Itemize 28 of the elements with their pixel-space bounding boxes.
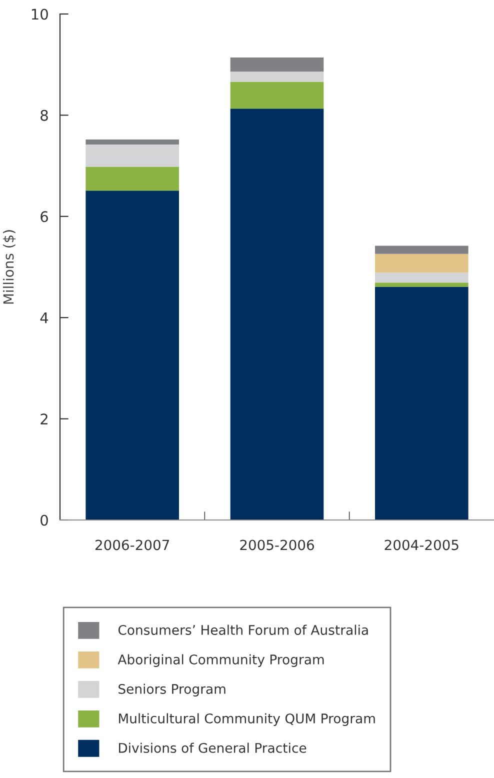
legend-label: Seniors Program (118, 684, 226, 696)
bar (375, 246, 468, 254)
y-tick-label: 8 (40, 110, 48, 121)
bar (230, 108, 324, 520)
bar (86, 144, 179, 167)
x-tick-label: 2004-2005 (384, 540, 458, 550)
y-tick-label: 10 (32, 8, 48, 20)
y-tick-label: 6 (40, 211, 48, 222)
legend-label: Divisions of General Practice (118, 742, 306, 753)
legend-label: Consumers’ Health Forum of Australia (118, 624, 368, 635)
bar (86, 166, 179, 191)
y-tick-label: 0 (40, 514, 48, 526)
legend-label: Multicultural Community QUM Program (118, 713, 375, 726)
y-tick-label: 4 (40, 312, 48, 324)
bar (375, 254, 468, 273)
bar (86, 190, 179, 520)
x-tick-label: 2005-2006 (240, 540, 314, 550)
y-tick-label: 2 (40, 414, 48, 424)
bar (230, 82, 324, 109)
y-axis-title: Millions ($) (3, 230, 16, 304)
x-tick-label: 2006-2007 (96, 540, 169, 550)
bar (230, 58, 324, 72)
bar (230, 72, 324, 82)
bar (375, 282, 468, 287)
bar (375, 272, 468, 283)
bar (375, 286, 468, 520)
bar (86, 139, 179, 145)
legend-label: Aboriginal Community Program (118, 654, 324, 668)
